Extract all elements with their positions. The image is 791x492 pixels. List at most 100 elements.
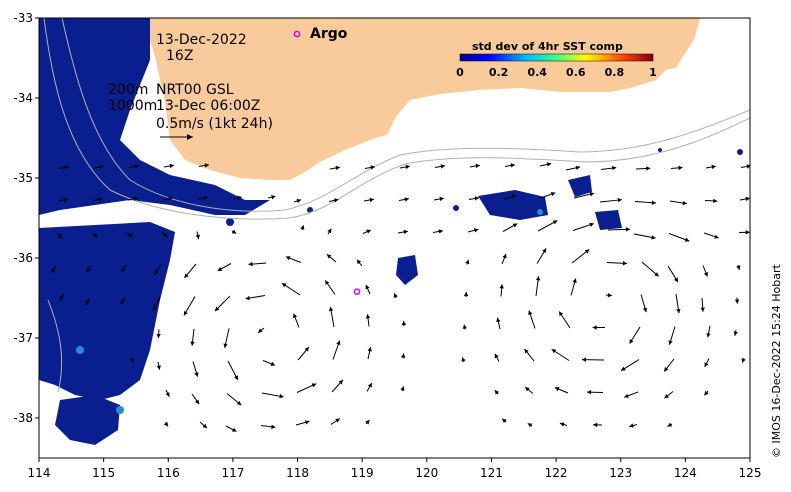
lon-tick-label: 115	[92, 466, 115, 480]
current-arrowhead	[156, 365, 161, 370]
colorbar-tick-label: 0.2	[489, 66, 509, 79]
current-arrowhead	[194, 372, 199, 377]
current-arrowhead	[527, 423, 533, 428]
current-arrowhead	[554, 387, 560, 392]
current-arrowhead	[733, 331, 738, 336]
current-arrowhead	[494, 353, 499, 359]
current-arrowhead	[271, 424, 276, 429]
current-arrowhead	[745, 230, 750, 235]
sst-speckle	[76, 346, 84, 354]
current-arrowhead	[550, 191, 556, 197]
current-arrowhead	[63, 197, 68, 203]
current-arrowhead	[668, 340, 673, 345]
scale-label: 0.5m/s (1kt 24h)	[156, 116, 273, 132]
current-arrowhead	[304, 347, 309, 352]
current-arrowhead	[393, 293, 398, 298]
current-arrowhead	[734, 299, 740, 304]
current-arrowhead	[494, 390, 500, 395]
sst-speckle	[116, 406, 124, 414]
current-arrowhead	[676, 308, 681, 314]
current-arrowhead	[622, 261, 627, 266]
current-arrowhead	[184, 273, 189, 278]
current-arrowhead	[528, 310, 533, 316]
current-arrowhead	[463, 292, 469, 297]
current-arrowhead	[370, 165, 375, 170]
current-arrowhead	[163, 232, 168, 237]
current-arrowhead	[365, 284, 370, 290]
current-arrowhead	[190, 341, 195, 346]
colorbar-tick-label: 0	[456, 66, 464, 79]
current-arrowhead	[236, 400, 242, 406]
current-arrowhead	[367, 383, 372, 388]
current-arrowhead	[499, 284, 504, 289]
current-arrowhead	[281, 283, 287, 288]
lon-tick-label: 122	[545, 466, 568, 480]
sst-speckle	[737, 149, 743, 155]
current-arrowhead	[404, 197, 409, 202]
current-arrowhead	[667, 422, 673, 427]
current-arrowhead	[438, 229, 443, 234]
sst-southwest-patch	[55, 395, 120, 445]
lon-tick-label: 124	[674, 466, 697, 480]
current-arrowhead	[85, 300, 90, 305]
sst-colorbar: std dev of 4hr SST comp 0 0.2 0.4 0.6 0.8 1	[456, 40, 657, 79]
lon-tick-label: 117	[221, 466, 244, 480]
current-arrowhead	[58, 234, 63, 239]
current-arrowhead	[165, 392, 170, 397]
current-arrowhead	[473, 228, 479, 233]
current-arrowhead	[120, 299, 125, 305]
current-arrowhead	[546, 162, 552, 167]
current-arrowhead	[154, 269, 159, 275]
current-arrowhead	[617, 197, 622, 203]
hour-label: 16Z	[166, 48, 193, 64]
current-arrowhead	[231, 427, 237, 432]
current-arrowhead	[168, 196, 173, 201]
colorbar-tick-label: 0.8	[605, 66, 625, 79]
sst-central-patch	[396, 255, 418, 285]
current-arrowhead	[524, 348, 529, 354]
current-arrowhead	[624, 393, 629, 398]
sst-speckle	[658, 148, 662, 152]
current-arrowhead	[336, 340, 341, 346]
scale-arrow	[160, 134, 193, 140]
current-arrowhead	[234, 375, 238, 380]
current-arrowhead	[335, 418, 340, 423]
current-arrowhead	[642, 307, 648, 313]
sst-speckle	[307, 207, 313, 213]
latitude-axis: -33 -34 -35 -36 -37 -38	[13, 11, 39, 425]
current-arrowhead	[93, 233, 98, 238]
colorbar-tick-label: 1	[649, 66, 657, 79]
current-arrowhead	[559, 311, 564, 317]
current-arrowhead	[248, 261, 253, 267]
sst-speckle	[453, 205, 459, 211]
colorbar-tick-label: 0.4	[527, 66, 547, 79]
current-arrowhead	[542, 248, 547, 253]
current-arrowhead	[51, 268, 56, 273]
current-arrowhead	[152, 305, 157, 311]
sst-west-coast-band	[39, 18, 270, 215]
lat-tick-label: -36	[13, 251, 33, 265]
current-arrowhead	[474, 196, 479, 201]
current-arrowhead	[612, 165, 617, 171]
current-arrowhead	[502, 418, 507, 424]
current-arrowhead	[86, 267, 91, 273]
current-arrowhead	[194, 399, 200, 405]
current-arrowhead	[134, 164, 139, 169]
lon-tick-label: 123	[609, 466, 632, 480]
current-arrowhead	[270, 361, 276, 366]
lon-tick-label: 114	[28, 466, 51, 480]
current-arrowhead	[510, 163, 515, 168]
isobath-200-label: 200m	[108, 82, 148, 98]
current-arrowhead	[169, 163, 174, 169]
lat-tick-label: -35	[13, 171, 33, 185]
current-arrowhead	[128, 233, 133, 238]
current-arrowhead	[736, 265, 741, 270]
current-arrowhead	[629, 339, 634, 344]
current-arrowhead	[746, 164, 750, 169]
annotations: 13-Dec-2022 16Z 200m NRT00 GSL 1000m 13-…	[108, 26, 348, 140]
isobath-1000-label: 1000m	[108, 98, 157, 114]
argo-legend-label: Argo	[310, 26, 348, 42]
current-arrowhead	[203, 195, 208, 201]
current-arrowhead	[525, 387, 530, 392]
current-arrowhead	[217, 266, 223, 271]
